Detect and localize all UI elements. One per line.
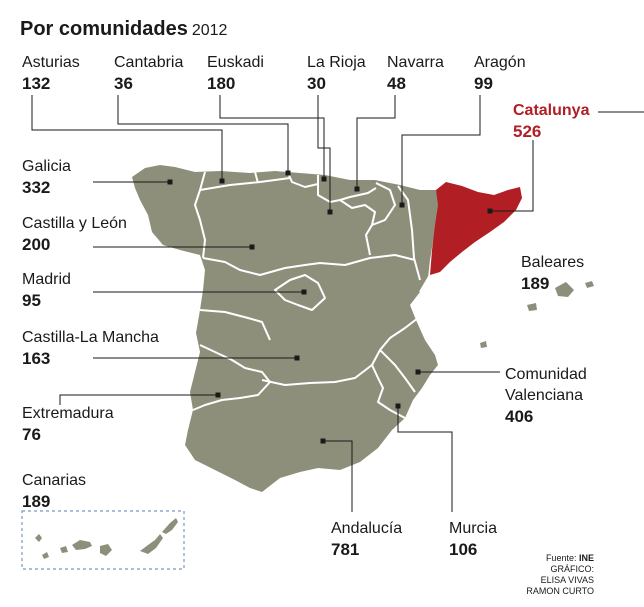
label-la-rioja: La Rioja 30 (307, 52, 366, 94)
region-value: 99 (474, 74, 493, 93)
label-castilla-la-mancha: Castilla-La Mancha 163 (22, 327, 159, 369)
label-canarias: Canarias 189 (22, 470, 86, 512)
region-name: Castilla y León (22, 215, 127, 232)
marker-navarra (354, 186, 360, 192)
spain-mainland (132, 165, 440, 492)
label-aragon: Aragón 99 (474, 52, 526, 94)
region-name: La Rioja (307, 54, 366, 71)
marker-comunidad-valenciana (415, 369, 421, 375)
leader-la-rioja (317, 95, 331, 212)
region-name: Andalucía (331, 520, 403, 537)
source-name: INE (578, 553, 594, 563)
marker-castilla-leon (249, 244, 255, 250)
leader-andalucia (323, 440, 353, 512)
region-value: 332 (22, 178, 51, 197)
leader-cantabria (117, 95, 289, 173)
marker-euskadi (321, 176, 327, 182)
leader-lines (31, 95, 644, 512)
label-comunidad-valenciana: Comunidad Valenciana 406 (505, 364, 587, 427)
label-cantabria: Cantabria 36 (114, 52, 183, 94)
chart-title: Por comunidades 2012 (20, 6, 227, 43)
region-value: 200 (22, 235, 51, 254)
leader-euskadi (219, 95, 325, 179)
leader-asturias (31, 95, 223, 181)
region-name: Euskadi (207, 54, 264, 71)
region-name: Aragón (474, 54, 526, 71)
author-2: RAMON CURTO (526, 586, 594, 596)
region-name-line1: Comunidad (505, 366, 587, 383)
region-name-line2: Valenciana (505, 387, 583, 404)
region-name: Catalunya (513, 102, 590, 119)
region-value: 48 (387, 74, 406, 93)
label-andalucia: Andalucía 781 (331, 518, 402, 560)
marker-andalucia (320, 438, 326, 444)
region-name: Extremadura (22, 405, 114, 422)
label-galicia: Galicia 332 (22, 156, 71, 198)
region-name: Cantabria (114, 54, 184, 71)
region-value: 106 (449, 540, 478, 559)
marker-aragon (399, 202, 405, 208)
marker-cantabria (285, 170, 291, 176)
leader-catalunya (490, 140, 534, 212)
credits: Fuente: INE GRÁFICO: ELISA VIVAS RAMON C… (526, 553, 594, 597)
region-name: Madrid (22, 271, 71, 288)
chart-title-year: 2012 (191, 22, 228, 39)
graphic-label: GRÁFICO: (550, 564, 594, 574)
region-name: Baleares (521, 254, 585, 271)
marker-madrid (301, 289, 307, 295)
label-catalunya: Catalunya 526 (513, 100, 589, 142)
marker-galicia (167, 179, 173, 185)
label-madrid: Madrid 95 (22, 269, 71, 311)
label-castilla-leon: Castilla y León 200 (22, 213, 127, 255)
leader-murcia (397, 406, 453, 512)
leader-extremadura (59, 394, 218, 405)
marker-extremadura (215, 392, 221, 398)
source-line: Fuente: INE (526, 553, 594, 564)
label-murcia: Murcia 106 (449, 518, 497, 560)
label-extremadura: Extremadura 76 (22, 403, 114, 445)
region-value: 30 (307, 74, 326, 93)
canarias-islands (35, 518, 178, 559)
region-borders (192, 171, 431, 419)
region-name: Castilla-La Mancha (22, 329, 159, 346)
region-name: Canarias (22, 472, 87, 489)
label-asturias: Asturias 132 (22, 52, 80, 94)
label-euskadi: Euskadi 180 (207, 52, 264, 94)
region-value: 526 (513, 122, 542, 141)
leader-navarra (356, 95, 396, 189)
catalunya-shape (430, 182, 522, 275)
region-value: 781 (331, 540, 360, 559)
region-name: Murcia (449, 520, 498, 537)
region-value: 189 (521, 274, 550, 293)
region-value: 132 (22, 74, 51, 93)
region-value: 189 (22, 492, 51, 511)
region-name: Navarra (387, 54, 444, 71)
author-1: ELISA VIVAS (540, 575, 594, 585)
marker-murcia (395, 403, 401, 409)
region-value: 36 (114, 74, 133, 93)
leader-markers (167, 170, 493, 444)
chart-title-main: Por comunidades (20, 18, 188, 40)
region-value: 95 (22, 291, 41, 310)
canarias-inset-box (21, 510, 185, 570)
source-label: Fuente: (545, 553, 577, 563)
marker-asturias (219, 178, 225, 184)
label-baleares: Baleares 189 (521, 252, 584, 294)
leader-aragon (401, 95, 481, 205)
marker-la-rioja (327, 209, 333, 215)
region-value: 180 (207, 74, 236, 93)
region-value: 163 (22, 349, 51, 368)
region-value: 406 (505, 407, 534, 426)
baleares-islands (480, 281, 594, 348)
region-name: Galicia (22, 158, 71, 175)
region-value: 76 (22, 425, 41, 444)
label-navarra: Navarra 48 (387, 52, 444, 94)
region-name: Asturias (22, 54, 80, 71)
marker-catalunya (487, 208, 493, 214)
marker-castilla-la-mancha (294, 355, 300, 361)
